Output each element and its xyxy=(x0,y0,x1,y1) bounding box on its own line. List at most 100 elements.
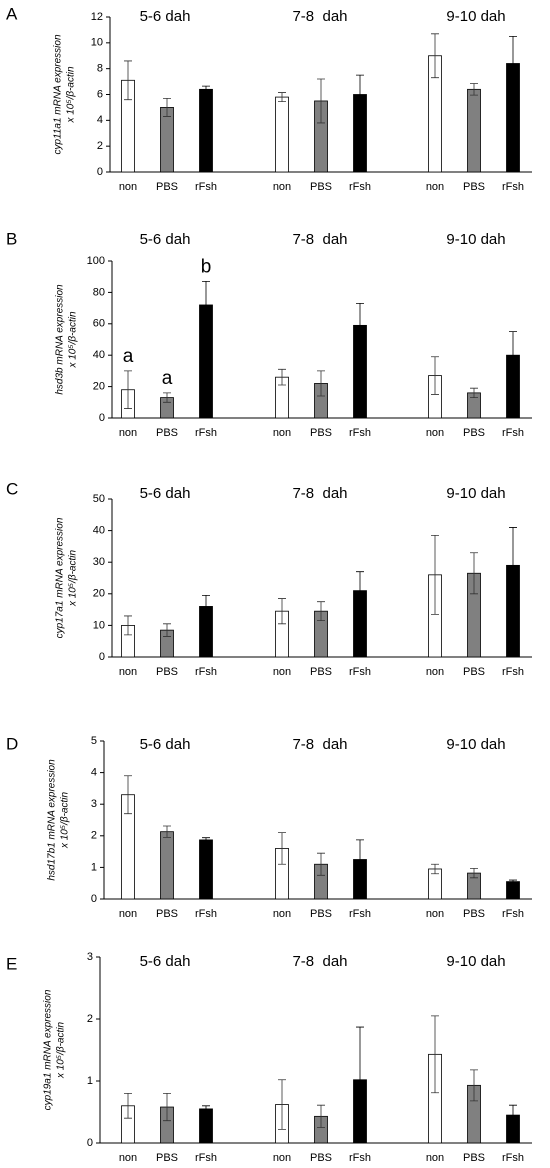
error-bar xyxy=(431,356,439,395)
panel-letter: A xyxy=(6,4,18,23)
y-tick-label: 40 xyxy=(93,349,105,361)
x-tick-label: PBS xyxy=(310,181,332,193)
y-tick-label: 60 xyxy=(93,318,105,330)
x-tick-label: PBS xyxy=(310,666,332,678)
x-tick-label: non xyxy=(426,908,444,920)
group-label: 9-10 dah xyxy=(446,8,505,25)
x-tick-label: PBS xyxy=(463,666,485,678)
bar xyxy=(199,839,213,900)
y-tick-label: 6 xyxy=(97,88,103,100)
group-label: 7-8 dah xyxy=(292,485,347,502)
error-bar xyxy=(163,97,171,117)
error-bar xyxy=(470,83,478,96)
error-bar xyxy=(356,74,364,115)
group-label: 5-6 dah xyxy=(140,485,191,502)
group-label: 7-8 dah xyxy=(292,736,347,753)
y-tick-label: 1 xyxy=(91,861,97,873)
y-tick-label: 4 xyxy=(97,114,103,126)
group-label: 5-6 dah xyxy=(140,231,191,248)
group-label: 5-6 dah xyxy=(140,736,191,753)
error-bar xyxy=(202,837,210,843)
error-bar xyxy=(470,387,478,398)
panel-letter: D xyxy=(6,734,18,753)
y-tick-label: 2 xyxy=(87,1013,93,1025)
group-label: 9-10 dah xyxy=(446,736,505,753)
y-tick-label: 3 xyxy=(87,951,93,963)
x-tick-label: non xyxy=(426,181,444,193)
x-tick-label: rFsh xyxy=(502,908,524,920)
y-tick-label: 0 xyxy=(99,412,105,424)
y-tick-label: 20 xyxy=(93,588,105,600)
error-bar xyxy=(509,1104,517,1126)
y-axis-label: x 10⁵/β-actin xyxy=(60,792,71,849)
error-bar xyxy=(509,527,517,604)
error-bar xyxy=(356,1026,364,1133)
x-tick-label: rFsh xyxy=(502,666,524,678)
error-bar xyxy=(431,33,439,79)
bar xyxy=(199,1108,213,1144)
error-bar xyxy=(124,615,132,636)
bar xyxy=(275,96,289,173)
y-tick-label: 2 xyxy=(91,830,97,842)
error-bar xyxy=(431,534,439,615)
y-axis-label: cyp19a1 mRNA expression xyxy=(43,989,54,1110)
y-tick-label: 4 xyxy=(91,767,97,779)
x-tick-label: rFsh xyxy=(349,427,371,439)
error-bar xyxy=(317,78,325,124)
error-bar xyxy=(124,775,132,815)
y-tick-label: 12 xyxy=(91,11,103,23)
y-axis-label: hsd17b1 mRNA expression xyxy=(47,759,58,881)
group-label: 7-8 dah xyxy=(292,231,347,248)
y-tick-label: 0 xyxy=(99,651,105,663)
error-bar xyxy=(317,1104,325,1128)
error-bar xyxy=(163,825,171,838)
bar xyxy=(506,881,520,900)
x-tick-label: non xyxy=(426,666,444,678)
x-tick-label: rFsh xyxy=(502,181,524,193)
y-axis-label: x 10⁵/β-actin xyxy=(68,550,79,607)
y-tick-label: 0 xyxy=(91,893,97,905)
error-bar xyxy=(509,879,517,884)
y-tick-label: 80 xyxy=(93,286,105,298)
error-bar xyxy=(202,281,210,329)
y-tick-label: 40 xyxy=(93,525,105,537)
group-label: 9-10 dah xyxy=(446,953,505,970)
x-tick-label: rFsh xyxy=(195,1152,217,1164)
error-bar xyxy=(431,1015,439,1094)
x-tick-label: rFsh xyxy=(195,427,217,439)
x-tick-label: rFsh xyxy=(349,1152,371,1164)
error-bar xyxy=(202,594,210,618)
x-tick-label: PBS xyxy=(310,1152,332,1164)
group-label: 9-10 dah xyxy=(446,231,505,248)
x-tick-label: non xyxy=(426,1152,444,1164)
y-tick-label: 20 xyxy=(93,381,105,393)
x-tick-label: PBS xyxy=(463,181,485,193)
x-tick-label: non xyxy=(119,181,137,193)
x-tick-label: rFsh xyxy=(502,427,524,439)
x-tick-label: rFsh xyxy=(502,1152,524,1164)
error-bar xyxy=(163,392,171,403)
group-label: 9-10 dah xyxy=(446,485,505,502)
x-tick-label: rFsh xyxy=(195,181,217,193)
error-bar xyxy=(356,839,364,880)
x-tick-label: rFsh xyxy=(349,666,371,678)
bar xyxy=(199,88,213,173)
y-tick-label: 0 xyxy=(97,166,103,178)
x-tick-label: rFsh xyxy=(349,908,371,920)
error-bar xyxy=(124,60,132,101)
error-bar xyxy=(509,331,517,380)
error-bar xyxy=(431,863,439,875)
x-tick-label: non xyxy=(273,181,291,193)
error-bar xyxy=(278,1079,286,1130)
y-axis-label: x 10⁵/β-actin xyxy=(66,66,77,123)
error-bar xyxy=(509,35,517,92)
error-bar xyxy=(278,598,286,625)
significance-letter: b xyxy=(201,256,212,277)
error-bar xyxy=(470,552,478,595)
error-bar xyxy=(317,852,325,876)
